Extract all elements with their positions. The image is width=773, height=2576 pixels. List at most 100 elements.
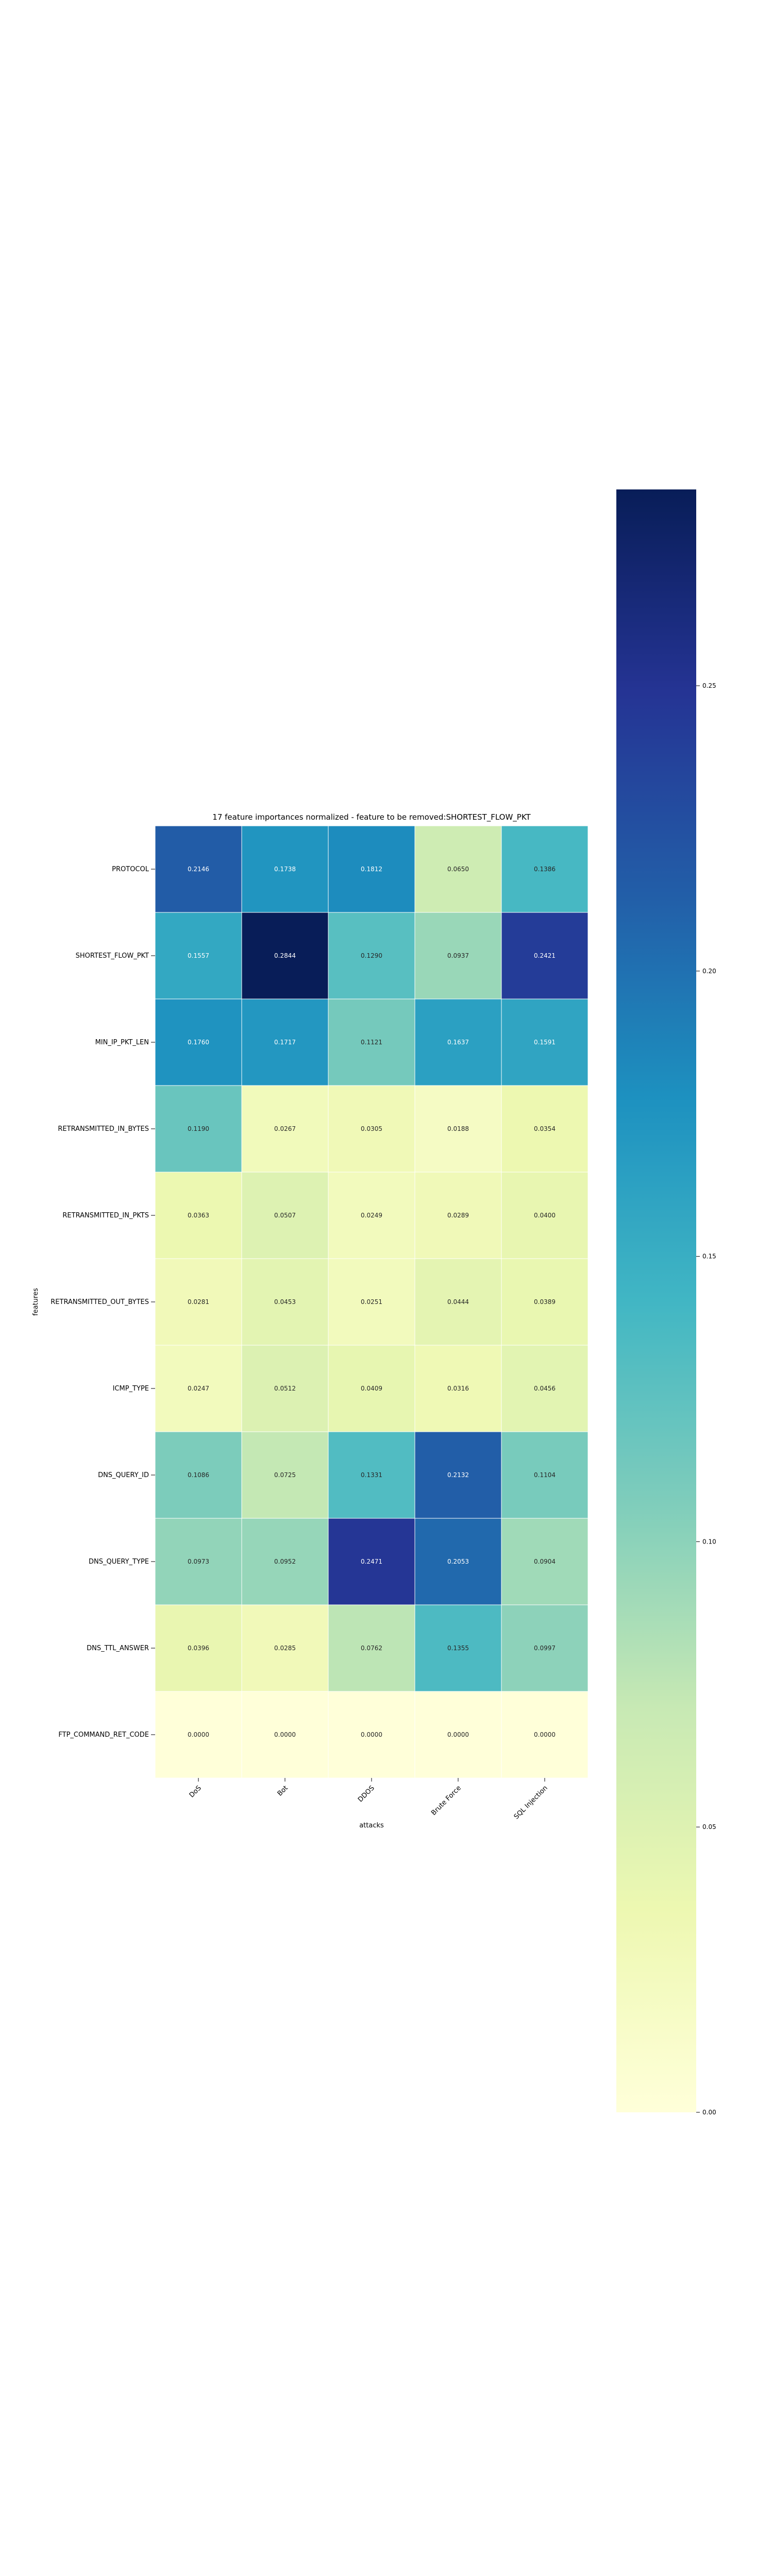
cell-value-label: 0.0444: [447, 1298, 469, 1306]
cell-value-label: 0.1812: [361, 866, 382, 873]
heatmap-cell: [501, 1691, 589, 1778]
cell-value-label: 0.1121: [361, 1039, 382, 1046]
cell-value-label: 0.1104: [534, 1471, 556, 1479]
heatmap-cell: [155, 1518, 242, 1605]
y-tick-label: FTP_COMMAND_RET_CODE: [58, 1731, 149, 1739]
heatmap-cell: [241, 912, 329, 999]
y-tick-label: DNS_QUERY_ID: [98, 1471, 149, 1479]
heatmap-cell: [414, 1345, 502, 1432]
y-tick-label: MIN_IP_PKT_LEN: [95, 1039, 149, 1046]
heatmap-cell: [414, 1085, 502, 1173]
cell-value-label: 0.2421: [534, 952, 556, 959]
cell-value-label: 0.1190: [188, 1125, 209, 1132]
heatmap-cell: [328, 912, 415, 999]
heatmap-cell: [501, 1172, 589, 1259]
colorbar-tick-label: 0.15: [702, 1253, 716, 1260]
cell-value-label: 0.0650: [447, 866, 469, 873]
heatmap-cell: [414, 1172, 502, 1259]
cell-value-label: 0.2471: [361, 1558, 382, 1565]
cell-value-label: 0.0354: [534, 1125, 556, 1132]
colorbar-ticks: 0.00 0.05 0.10 0.15 0.20 0.25: [696, 682, 716, 2116]
y-tick-labels: PROTOCOL SHORTEST_FLOW_PKT MIN_IP_PKT_LEN R…: [51, 866, 155, 1739]
cell-value-label: 0.2132: [447, 1471, 469, 1479]
heatmap-cell: [155, 825, 242, 913]
heatmap-cell: [501, 1518, 589, 1605]
heatmap-cell: [155, 1604, 242, 1692]
heatmap-cell: [241, 1431, 329, 1519]
heatmap-cell: [414, 1431, 502, 1519]
cell-value-label: 0.0000: [188, 1731, 209, 1738]
cell-value-label: 0.0952: [274, 1558, 296, 1565]
heatmap-cell: [155, 1258, 242, 1346]
heatmap-cell: [328, 1518, 415, 1605]
heatmap-cell: [241, 1518, 329, 1605]
heatmap-cell: [414, 1691, 502, 1778]
cell-value-label: 0.0289: [447, 1212, 469, 1219]
cell-value-label: 0.0762: [361, 1645, 382, 1652]
cell-value-label: 0.1760: [188, 1039, 209, 1046]
x-axis-label: attacks: [359, 1822, 384, 1829]
heatmap-cell: [328, 1691, 415, 1778]
y-tick-label: RETRANSMITTED_OUT_BYTES: [51, 1298, 149, 1306]
cell-value-label: 0.0512: [274, 1385, 296, 1392]
y-tick-label: ICMP_TYPE: [113, 1385, 149, 1393]
cell-value-label: 0.2146: [188, 866, 209, 873]
cell-value-label: 0.0904: [534, 1558, 556, 1565]
colorbar-tick-label: 0.00: [702, 2109, 716, 2116]
heatmap-cell: [414, 825, 502, 913]
heatmap-cell: [501, 1258, 589, 1346]
cell-value-label: 0.0725: [274, 1471, 296, 1479]
y-tick-label: SHORTEST_FLOW_PKT: [76, 952, 149, 960]
heatmap-cell: [328, 998, 415, 1086]
heatmap-cell: [155, 1431, 242, 1519]
cell-value-label: 0.0000: [447, 1731, 469, 1738]
heatmap-cell: [241, 825, 329, 913]
cell-value-label: 0.0363: [188, 1212, 209, 1219]
cell-value-label: 0.0316: [447, 1385, 469, 1392]
y-tick-label: DNS_QUERY_TYPE: [89, 1558, 149, 1566]
heatmap-cell: [501, 1431, 589, 1519]
heatmap-cell: [414, 1518, 502, 1605]
cell-value-label: 0.1086: [188, 1471, 209, 1479]
colorbar-tick-label: 0.05: [702, 1823, 716, 1831]
heatmap-cell: [328, 1085, 415, 1173]
cell-value-label: 0.0400: [534, 1212, 556, 1219]
heatmap-cell: [241, 1085, 329, 1173]
cell-value-label: 0.0249: [361, 1212, 382, 1219]
y-axis-label: features: [32, 1288, 40, 1316]
cell-value-label: 0.1717: [274, 1039, 296, 1046]
cell-value-label: 0.0453: [274, 1298, 296, 1306]
cell-value-label: 0.1738: [274, 866, 296, 873]
cell-value-label: 0.1355: [447, 1645, 469, 1652]
heatmap-cell: [241, 998, 329, 1086]
heatmap-cell: [155, 1172, 242, 1259]
heatmap-cells: 0.2146 0.1738 0.1812 0.0650 0.1386 0.1557 0.28…: [155, 825, 589, 1778]
y-tick-label: RETRANSMITTED_IN_PKTS: [62, 1212, 149, 1219]
cell-value-label: 0.0456: [534, 1385, 556, 1392]
heatmap-cell: [241, 1172, 329, 1259]
heatmap-cell: [155, 1345, 242, 1432]
chart-title: 17 feature importances normalized - feat…: [212, 812, 531, 822]
cell-value-label: 0.0267: [274, 1125, 296, 1132]
heatmap-cell: [241, 1604, 329, 1692]
cell-value-label: 0.2844: [274, 952, 296, 959]
heatmap-cell: [328, 1431, 415, 1519]
cell-value-label: 0.0285: [274, 1645, 296, 1652]
colorbar-tick-label: 0.25: [702, 682, 716, 689]
cell-value-label: 0.0973: [188, 1558, 209, 1565]
cell-value-label: 0.1637: [447, 1039, 469, 1046]
heatmap-cell: [414, 912, 502, 999]
cell-value-label: 0.0000: [361, 1731, 382, 1738]
heatmap-cell: [328, 1172, 415, 1259]
cell-value-label: 0.0507: [274, 1212, 296, 1219]
heatmap-cell: [501, 1085, 589, 1173]
colorbar: [616, 489, 696, 2112]
cell-value-label: 0.0251: [361, 1298, 382, 1306]
colorbar-tick-label: 0.20: [702, 968, 716, 975]
heatmap-cell: [501, 1604, 589, 1692]
cell-value-label: 0.1557: [188, 952, 209, 959]
cell-value-label: 0.1290: [361, 952, 382, 959]
cell-value-label: 0.1591: [534, 1039, 556, 1046]
cell-value-label: 0.0247: [188, 1385, 209, 1392]
